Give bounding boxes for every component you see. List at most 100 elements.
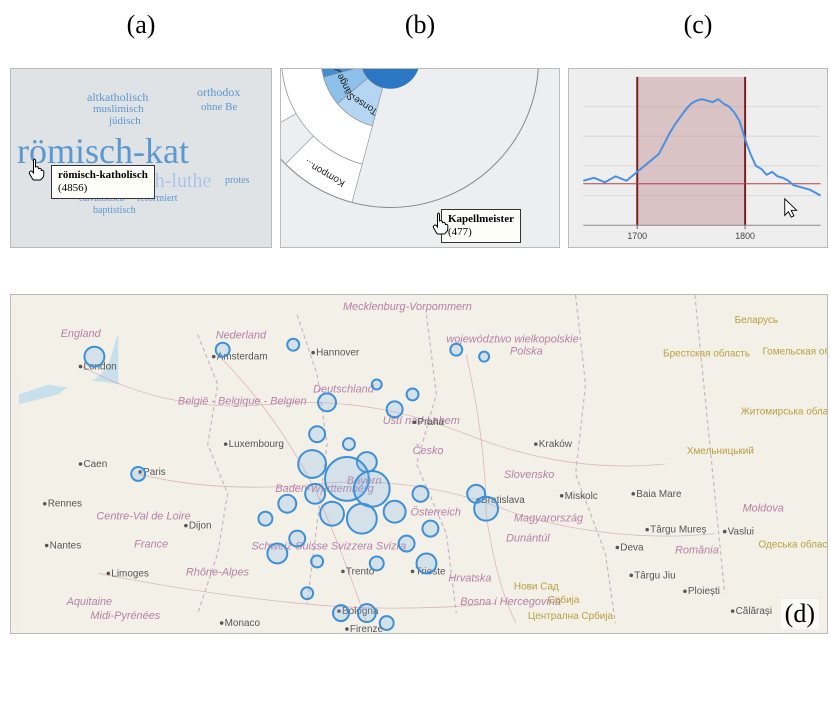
map-foreign-label: Нови Сад: [514, 581, 559, 592]
map-city-label: Monaco: [225, 618, 261, 629]
map-data-circle[interactable]: [278, 495, 296, 513]
map-region-label: Centre-Val de Loire: [96, 511, 190, 523]
map-foreign-label: Србија: [548, 595, 580, 606]
map-data-circle[interactable]: [384, 501, 406, 523]
map-data-circle[interactable]: [474, 497, 498, 521]
tooltip-a: römisch-katholisch (4856): [51, 165, 155, 199]
map-data-circle[interactable]: [370, 556, 384, 570]
map-foreign-label: Брестская область: [663, 349, 750, 360]
tooltip-a-count: (4856): [58, 182, 148, 195]
map-data-circle[interactable]: [298, 450, 326, 478]
map-data-circle[interactable]: [354, 471, 390, 507]
map-data-circle[interactable]: [301, 587, 313, 599]
map-region-label: Midi-Pyrénées: [90, 610, 160, 622]
map-data-circle[interactable]: [131, 467, 145, 481]
map-data-circle[interactable]: [311, 555, 323, 567]
map-region-label: Moldova: [743, 503, 784, 515]
map-region-label: Österreich: [411, 507, 461, 519]
map-data-circle[interactable]: [216, 343, 230, 357]
map-region-label: Magyarország: [514, 513, 583, 525]
map-city-label: Praha: [418, 417, 445, 428]
map-data-circle[interactable]: [417, 553, 437, 573]
tooltip-a-title: römisch-katholisch: [58, 169, 148, 182]
panel-d-map[interactable]: EnglandMecklenburg-VorpommernNederlandBe…: [10, 294, 828, 634]
map-data-circle[interactable]: [387, 401, 403, 417]
map-data-circle[interactable]: [407, 388, 419, 400]
map-city-label: Rennes: [48, 499, 82, 510]
map-city-label: Hannover: [316, 348, 360, 359]
svg-text:1700: 1700: [627, 231, 647, 241]
map-region-label: England: [61, 328, 102, 340]
tag-word[interactable]: ohne Be: [201, 101, 237, 113]
panel-a-label: (a): [10, 10, 272, 60]
map-data-circle[interactable]: [258, 512, 272, 526]
panel-d-label: (d): [781, 599, 819, 629]
map-data-circle[interactable]: [380, 616, 394, 630]
map-region-label: Hrvatska: [448, 572, 491, 584]
map-data-circle[interactable]: [413, 486, 429, 502]
map-data-circle[interactable]: [399, 536, 415, 552]
panel-b-sunburst[interactable]: Tonse...Sänge...AutorMusik...Dirig...Zup…: [280, 68, 560, 248]
map-data-circle[interactable]: [372, 380, 382, 390]
map-data-circle[interactable]: [305, 484, 325, 504]
map-foreign-label: Одеська область: [758, 540, 827, 551]
map-city-label: Baia Mare: [636, 489, 682, 500]
map-city-label: Ploiești: [688, 586, 720, 597]
map-region-label: Česko: [413, 444, 444, 457]
map-city-label: Nantes: [50, 541, 82, 552]
panel-c-label: (c): [568, 10, 828, 60]
map-region-label: Aquitaine: [66, 596, 113, 608]
map-city-label: Vaslui: [728, 527, 754, 538]
tag-word[interactable]: baptistisch: [93, 205, 136, 216]
map-region-label: Polska: [510, 346, 543, 358]
map-data-circle[interactable]: [333, 605, 349, 621]
panel-c-timeline[interactable]: 1700 1800: [568, 68, 828, 248]
map-city-label: Limoges: [111, 568, 149, 579]
map-region-label: Dunántúl: [506, 533, 550, 545]
map-city-label: Târgu Mureș: [650, 525, 706, 536]
map-data-circle[interactable]: [358, 604, 376, 622]
map-city-label: Târgu Jiu: [634, 570, 675, 581]
map-data-circle[interactable]: [479, 352, 489, 362]
map-region-label: Mecklenburg-Vorpommern: [343, 301, 472, 313]
tooltip-b-count: (477): [448, 226, 514, 239]
map-foreign-label: Хмельницький: [687, 446, 754, 457]
svg-text:1800: 1800: [735, 231, 755, 241]
map-data-circle[interactable]: [422, 521, 438, 537]
tag-word[interactable]: orthodox: [197, 85, 240, 100]
hand-cursor-icon: [25, 157, 49, 181]
map-data-circle[interactable]: [267, 544, 287, 564]
map-city-label: Miskolc: [565, 491, 598, 502]
map-region-label: województwo wielkopolskie: [446, 334, 578, 346]
map-city-label: Dijon: [189, 521, 212, 532]
map-city-label: Luxembourg: [229, 439, 284, 450]
map-region-label: Slovensko: [504, 469, 554, 481]
tag-word[interactable]: muslimisch: [93, 103, 144, 115]
map-data-circle[interactable]: [320, 502, 344, 526]
panel-b-label: (b): [280, 10, 560, 60]
map-data-circle[interactable]: [309, 426, 325, 442]
map-region-label: France: [134, 539, 168, 551]
svg-text:Autor: Autor: [333, 69, 345, 72]
map-city-label: Caen: [83, 459, 107, 470]
map-data-circle[interactable]: [343, 438, 355, 450]
map-region-label: Rhône-Alpes: [186, 566, 250, 578]
map-foreign-label: Централна Србија: [528, 611, 614, 622]
tag-word[interactable]: protes: [225, 175, 249, 186]
hand-cursor-icon: [429, 211, 453, 235]
map-data-circle[interactable]: [347, 504, 377, 534]
map-data-circle[interactable]: [318, 393, 336, 411]
map-region-label: België - Belgique - Belgien: [178, 395, 307, 407]
map-data-circle[interactable]: [450, 344, 462, 356]
map-region-label: România: [675, 544, 719, 556]
map-data-circle[interactable]: [84, 347, 104, 367]
tag-word[interactable]: jüdisch: [109, 115, 141, 127]
panel-a-tagcloud[interactable]: römisch-kataltkatholischorthodoxmuslimis…: [10, 68, 272, 248]
map-region-label: Bosna i Hercegovina: [460, 596, 561, 608]
tooltip-b-title: Kapellmeister: [448, 213, 514, 226]
map-city-label: Călărași: [736, 606, 772, 617]
map-data-circle[interactable]: [289, 531, 305, 547]
map-city-label: Kraków: [539, 439, 573, 450]
map-data-circle[interactable]: [287, 339, 299, 351]
map-city-label: Paris: [143, 467, 166, 478]
